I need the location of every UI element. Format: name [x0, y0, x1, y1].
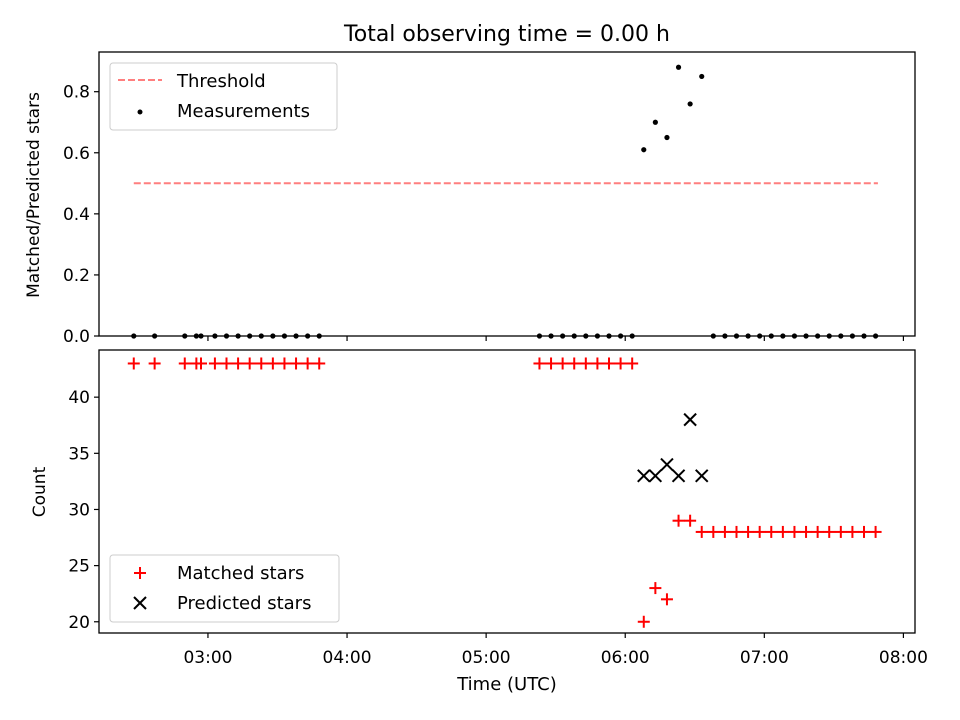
matched-star-point — [278, 357, 291, 370]
bottom-x-tick-label: 05:00 — [462, 648, 511, 668]
matched-star-point — [603, 357, 615, 370]
threshold-legend-label: Threshold — [176, 71, 266, 92]
bottom-y-tick-label: 40 — [68, 388, 90, 408]
matched-star-point — [637, 615, 650, 628]
bottom-panel: Count Time (UTC) 20 25 30 35 40 03:00 04:00 05… — [30, 349, 928, 695]
top-y-tick-label: 0.2 — [63, 266, 90, 286]
matched-star-point — [788, 525, 801, 538]
top-y-axis-label: Matched/Predicted stars — [24, 92, 44, 298]
matched-star-point — [626, 357, 639, 370]
matched-star-point — [811, 525, 824, 538]
predicted-star-point — [695, 469, 709, 483]
matched-star-point — [614, 357, 627, 370]
matched-star-point — [195, 357, 207, 370]
matched-star-point — [266, 357, 279, 370]
bottom-x-tick-label: 04:00 — [323, 648, 372, 668]
predicted-star-point — [637, 469, 651, 483]
matched-star-point — [545, 357, 558, 370]
bottom-legend: Matched stars Predicted stars — [109, 554, 340, 623]
matched-star-point — [672, 514, 685, 527]
top-legend: Threshold Measurements — [109, 62, 338, 131]
matched-star-point — [684, 514, 697, 527]
predicted-star-point — [648, 469, 663, 483]
bottom-y-tick-label: 35 — [68, 444, 90, 464]
matched-star-point — [707, 525, 720, 538]
measurement-point — [675, 64, 682, 70]
matched-star-point — [313, 357, 326, 370]
bottom-x-tick-label: 03:00 — [183, 648, 232, 668]
top-panel: Total observing time = 0.00 h Matched/Pr… — [24, 22, 916, 347]
matched-star-point — [208, 357, 221, 370]
bottom-y-axis-label: Count — [30, 466, 50, 517]
matched-star-point — [776, 525, 789, 538]
matched-star-point — [765, 525, 778, 538]
matched-star-point — [695, 525, 708, 538]
matched-star-point — [255, 357, 268, 370]
bottom-x-tick-label: 06:00 — [601, 648, 650, 668]
matched-star-point — [178, 357, 191, 370]
matched-star-point — [718, 525, 731, 538]
matched-star-point — [730, 525, 743, 538]
bottom-x-axis-label: Time (UTC) — [456, 674, 557, 695]
matched-star-point — [800, 525, 813, 538]
matched-star-point — [834, 525, 847, 538]
top-chart-title: Total observing time = 0.00 h — [343, 22, 670, 47]
matched-star-point — [579, 357, 592, 370]
bottom-plot-area — [127, 357, 882, 628]
top-legend-frame — [109, 62, 338, 131]
top-x-ticks — [207, 336, 905, 341]
predicted-legend-marker — [133, 596, 147, 610]
matched-star-point — [568, 357, 581, 370]
matched-star-point — [243, 357, 256, 370]
top-y-tick-label: 0.6 — [63, 144, 90, 164]
matched-star-point — [858, 525, 870, 538]
measurements-legend-marker — [137, 109, 143, 115]
measurement-point — [699, 73, 705, 80]
predicted-star-point — [671, 469, 686, 483]
measurement-point — [652, 119, 658, 125]
bottom-axes-frame — [98, 349, 916, 634]
matched-legend-label: Matched stars — [177, 563, 304, 584]
matched-star-point — [127, 357, 140, 370]
matched-legend-marker — [134, 567, 146, 579]
measurement-point — [664, 134, 670, 141]
predicted-star-point — [660, 457, 674, 472]
matched-star-point — [556, 357, 569, 370]
matched-star-point — [660, 593, 673, 606]
matched-star-point — [649, 582, 662, 595]
predicted-star-point — [683, 412, 697, 427]
measurements-legend-label: Measurements — [177, 101, 310, 122]
matched-star-point — [846, 525, 859, 538]
measurement-point — [687, 101, 693, 107]
top-y-ticks: 0.0 0.2 0.4 0.6 0.8 — [63, 83, 99, 347]
matched-star-point — [591, 357, 604, 370]
measurement-point — [641, 147, 647, 153]
bottom-y-tick-label: 25 — [68, 557, 90, 577]
matched-star-point — [753, 525, 766, 538]
matched-star-point — [869, 525, 882, 538]
bottom-y-tick-label: 30 — [68, 500, 90, 520]
top-y-tick-label: 0.0 — [63, 327, 90, 347]
bottom-legend-frame — [109, 554, 340, 623]
bottom-y-ticks: 20 25 30 35 40 — [68, 388, 99, 633]
predicted-legend-label: Predicted stars — [177, 593, 311, 614]
top-y-tick-label: 0.4 — [63, 205, 90, 225]
matched-star-point — [220, 357, 233, 370]
matched-star-point — [742, 525, 755, 538]
bottom-x-tick-label: 08:00 — [879, 648, 928, 668]
matched-star-point — [232, 357, 245, 370]
matched-star-point — [301, 357, 314, 370]
bottom-x-tick-label: 07:00 — [740, 648, 789, 668]
matched-star-point — [290, 357, 303, 370]
top-y-tick-label: 0.8 — [63, 83, 90, 103]
bottom-y-tick-label: 20 — [68, 613, 90, 633]
bottom-x-ticks: 03:00 04:00 05:00 06:00 07:00 08:00 — [183, 633, 928, 668]
matched-star-point — [823, 525, 836, 538]
top-axes-frame — [98, 51, 916, 337]
matched-star-point — [533, 357, 546, 370]
matched-star-point — [148, 357, 161, 370]
